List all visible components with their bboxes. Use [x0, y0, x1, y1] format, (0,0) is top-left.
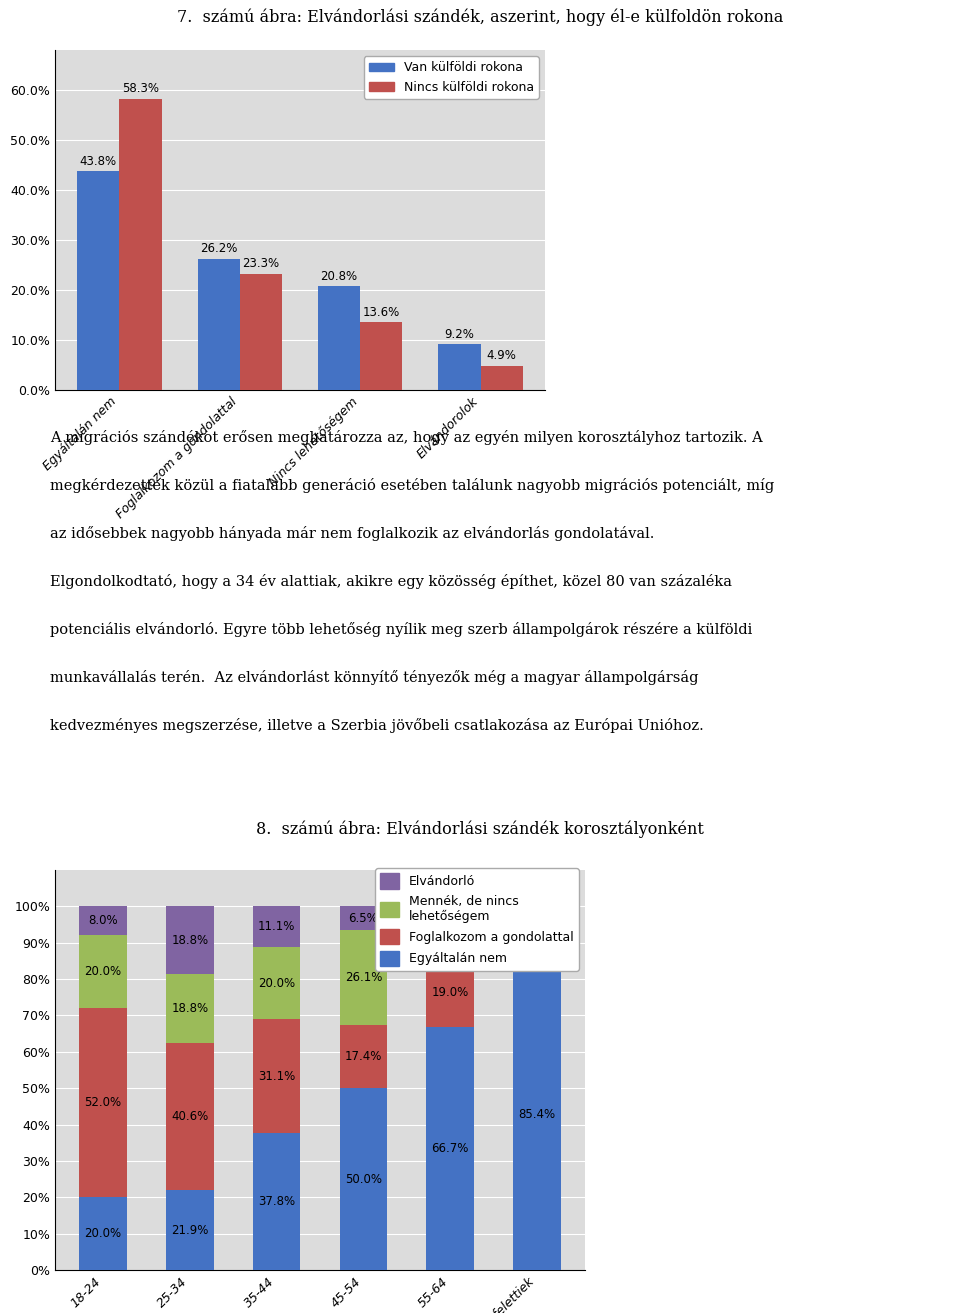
- Bar: [340, 906, 387, 930]
- Bar: [252, 1019, 300, 1133]
- Bar: [340, 1088, 387, 1270]
- Text: 17.4%: 17.4%: [345, 1050, 382, 1064]
- Text: 2.4%: 2.4%: [435, 905, 466, 918]
- Text: 18.8%: 18.8%: [171, 934, 208, 947]
- Text: 23.3%: 23.3%: [242, 257, 279, 270]
- Bar: [426, 1028, 474, 1270]
- Text: 31.1%: 31.1%: [258, 1070, 296, 1082]
- Bar: [166, 1043, 214, 1191]
- Text: 26.1%: 26.1%: [345, 970, 382, 983]
- Text: 43.8%: 43.8%: [80, 155, 117, 168]
- Text: 20.0%: 20.0%: [84, 1228, 122, 1241]
- Bar: [426, 915, 474, 958]
- Text: 85.4%: 85.4%: [518, 1108, 556, 1121]
- Text: A migrációs szándékot erősen meghatározza az, hogy az egyén milyen korosztályhoz: A migrációs szándékot erősen meghatározz…: [50, 429, 763, 445]
- Bar: [252, 947, 300, 1019]
- Bar: [79, 1197, 127, 1270]
- Text: 50.0%: 50.0%: [345, 1173, 382, 1186]
- Bar: [426, 958, 474, 1028]
- Text: kedvezményes megszerzése, illetve a Szerbia jövőbeli csatlakozása az Európai Uni: kedvezményes megszerzése, illetve a Szer…: [50, 718, 704, 733]
- Text: 8.0%: 8.0%: [88, 914, 118, 927]
- Bar: [166, 974, 214, 1043]
- Bar: [252, 906, 300, 947]
- Text: 18.8%: 18.8%: [171, 1002, 208, 1015]
- Bar: [119, 98, 161, 390]
- Text: munkavállalás terén.  Az elvándorlást könnyítő tényezők még a magyar állampolgár: munkavállalás terén. Az elvándorlást kön…: [50, 670, 699, 685]
- Text: 4.9%: 4.9%: [487, 349, 516, 362]
- Legend: Elvándorló, Mennék, de nincs
lehetőségem, Foglalkozom a gondolattal, Egyáltalán : Elvándorló, Mennék, de nincs lehetőségem…: [375, 868, 579, 970]
- Bar: [240, 273, 282, 390]
- Text: 20.0%: 20.0%: [258, 977, 295, 990]
- Text: 26.2%: 26.2%: [200, 243, 237, 256]
- Bar: [514, 941, 561, 960]
- Text: 13.6%: 13.6%: [363, 306, 400, 319]
- Text: 21.9%: 21.9%: [171, 1224, 208, 1237]
- Bar: [79, 935, 127, 1008]
- Bar: [166, 1191, 214, 1270]
- Text: 9.8%: 9.8%: [522, 918, 552, 931]
- Bar: [514, 960, 561, 1270]
- Text: potenciális elvándorló. Egyre több lehetőség nyílik meg szerb állampolgárok rész: potenciális elvándorló. Egyre több lehet…: [50, 622, 753, 637]
- Bar: [340, 930, 387, 1025]
- Text: 11.9%: 11.9%: [432, 930, 468, 943]
- Bar: [426, 906, 474, 915]
- Text: 9.2%: 9.2%: [444, 327, 474, 340]
- Bar: [360, 322, 402, 390]
- Text: 7.  számú ábra: Elvándorlási szándék, aszerint, hogy él-e külfoldön rokona: 7. számú ábra: Elvándorlási szándék, asz…: [177, 8, 783, 25]
- Text: 19.0%: 19.0%: [432, 986, 468, 999]
- Bar: [340, 1025, 387, 1088]
- Bar: [252, 1133, 300, 1270]
- Text: 6.5%: 6.5%: [348, 911, 378, 924]
- Text: 4.9%: 4.9%: [522, 944, 552, 957]
- Text: az idősebbek nagyobb hányada már nem foglalkozik az elvándorlás gondolatával.: az idősebbek nagyobb hányada már nem fog…: [50, 527, 655, 541]
- Text: 11.1%: 11.1%: [258, 920, 296, 934]
- Text: 40.6%: 40.6%: [171, 1109, 208, 1123]
- Bar: [198, 259, 240, 390]
- Bar: [79, 1008, 127, 1197]
- Text: 20.0%: 20.0%: [84, 965, 122, 978]
- Text: 37.8%: 37.8%: [258, 1195, 295, 1208]
- Bar: [481, 365, 523, 390]
- Text: 52.0%: 52.0%: [84, 1096, 122, 1109]
- Bar: [77, 171, 119, 390]
- Bar: [514, 906, 561, 941]
- Text: megkérdezettek közül a fiatalabb generáció esetében találunk nagyobb migrációs p: megkérdezettek közül a fiatalabb generác…: [50, 478, 775, 492]
- Bar: [439, 344, 481, 390]
- Text: 8.  számú ábra: Elvándorlási szándék korosztályonként: 8. számú ábra: Elvándorlási szándék koro…: [256, 821, 704, 838]
- Text: 58.3%: 58.3%: [122, 81, 159, 95]
- Legend: Van külföldi rokona, Nincs külföldi rokona: Van külföldi rokona, Nincs külföldi roko…: [364, 56, 539, 98]
- Text: 20.8%: 20.8%: [321, 269, 358, 282]
- Bar: [318, 286, 360, 390]
- Text: 66.7%: 66.7%: [432, 1142, 468, 1155]
- Text: Elgondolkodtató, hogy a 34 év alattiak, akikre egy közösség építhet, közel 80 va: Elgondolkodtató, hogy a 34 év alattiak, …: [50, 574, 732, 590]
- Bar: [166, 906, 214, 974]
- Bar: [79, 906, 127, 935]
